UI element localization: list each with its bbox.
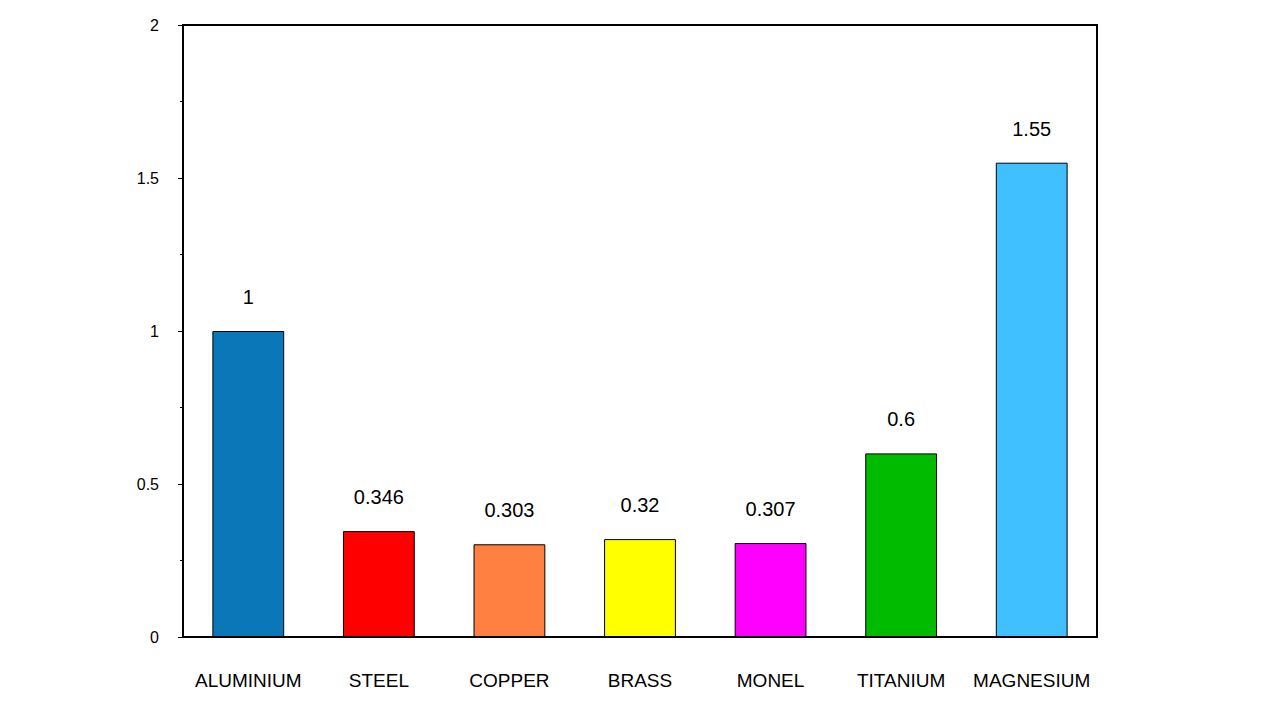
svg-text:STEEL: STEEL — [349, 670, 409, 691]
svg-text:BRASS: BRASS — [608, 670, 672, 691]
svg-text:ALUMINIUM: ALUMINIUM — [195, 670, 302, 691]
svg-text:0.303: 0.303 — [484, 499, 534, 521]
svg-text:TITANIUM: TITANIUM — [857, 670, 945, 691]
svg-text:0: 0 — [150, 629, 159, 646]
svg-text:1: 1 — [243, 286, 254, 308]
svg-text:COPPER: COPPER — [469, 670, 549, 691]
svg-text:MONEL: MONEL — [737, 670, 805, 691]
svg-text:1.5: 1.5 — [137, 170, 159, 187]
svg-text:0.346: 0.346 — [354, 486, 404, 508]
svg-text:0.6: 0.6 — [887, 408, 915, 430]
svg-text:0.32: 0.32 — [621, 494, 660, 516]
svg-text:1.55: 1.55 — [1012, 118, 1051, 140]
svg-text:0.5: 0.5 — [137, 476, 159, 493]
svg-text:0.307: 0.307 — [746, 498, 796, 520]
svg-text:1: 1 — [150, 323, 159, 340]
svg-text:MAGNESIUM: MAGNESIUM — [973, 670, 1090, 691]
svg-text:2: 2 — [150, 17, 159, 34]
